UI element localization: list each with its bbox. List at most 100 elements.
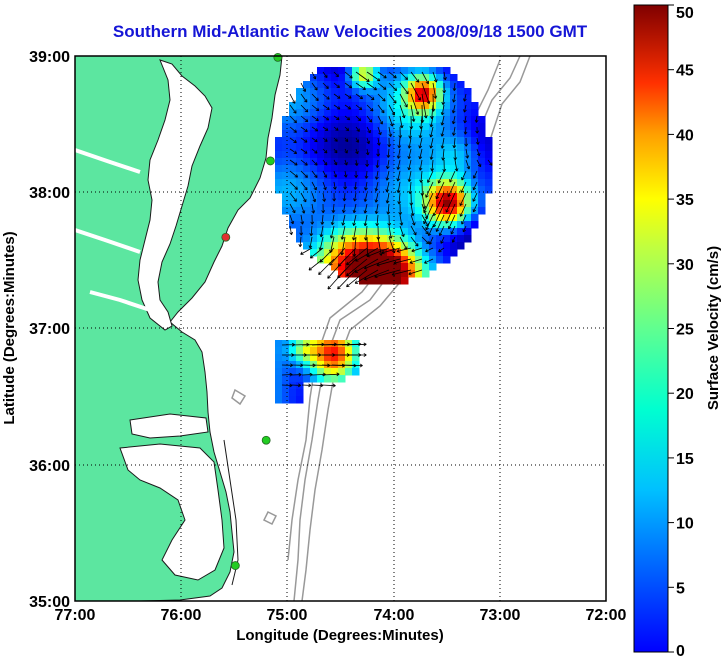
velocity-cell <box>275 186 283 194</box>
velocity-arrow <box>376 258 401 267</box>
velocity-arrow <box>425 214 434 231</box>
velocity-cell <box>359 179 367 187</box>
velocity-arrow <box>424 258 434 264</box>
velocity-cell <box>429 200 437 208</box>
velocity-cell <box>380 130 388 138</box>
velocity-cell <box>415 221 423 229</box>
velocity-cell <box>394 207 402 215</box>
velocity-arrow <box>344 115 351 121</box>
velocity-cell <box>429 172 437 180</box>
velocity-cell <box>443 102 451 110</box>
velocity-cell <box>471 109 479 117</box>
velocity-arrow <box>311 137 318 143</box>
velocity-arrow <box>341 342 367 347</box>
velocity-arrow <box>376 148 381 157</box>
velocity-arrow <box>344 126 350 132</box>
velocity-arrow <box>366 247 390 258</box>
velocity-cell <box>352 242 360 250</box>
velocity-cell <box>338 109 346 117</box>
velocity-cell <box>303 81 311 89</box>
velocity-cell <box>303 207 311 215</box>
velocity-cell <box>394 270 402 278</box>
velocity-cell <box>310 200 318 208</box>
velocity-cell <box>289 102 297 110</box>
velocity-cell <box>373 179 381 187</box>
velocity-cell <box>296 221 304 229</box>
velocity-arrow <box>366 71 381 82</box>
y-tick-label: 36:00 <box>29 458 70 475</box>
colorbar-tick-label: 10 <box>676 516 694 533</box>
velocity-arrow <box>289 148 298 154</box>
velocity-arrow <box>377 104 385 114</box>
velocity-arrow <box>418 137 423 149</box>
velocity-cell <box>380 88 388 96</box>
colorbar-tick-label: 15 <box>676 451 694 468</box>
velocity-cell <box>303 340 311 348</box>
velocity-cell <box>401 263 409 271</box>
velocity-cell <box>485 151 493 159</box>
velocity-cell <box>464 200 472 208</box>
velocity-arrow <box>387 137 392 148</box>
velocity-arrow <box>355 137 359 143</box>
velocity-cell <box>338 130 346 138</box>
velocity-arrow <box>437 170 445 184</box>
velocity-cell <box>443 165 451 173</box>
velocity-cell <box>275 151 283 159</box>
velocity-cell <box>338 165 346 173</box>
velocity-cell <box>471 200 479 208</box>
velocity-arrow <box>364 170 369 179</box>
velocity-cell <box>429 74 437 82</box>
velocity-arrow <box>311 115 319 122</box>
velocity-cell <box>443 186 451 194</box>
velocity-cell <box>331 235 339 243</box>
velocity-cell <box>387 249 395 257</box>
velocity-cell <box>450 165 458 173</box>
velocity-cell <box>429 144 437 152</box>
velocity-cell <box>275 179 283 187</box>
velocity-cell <box>415 74 423 82</box>
velocity-arrow <box>333 170 338 178</box>
velocity-arrow <box>322 93 330 100</box>
velocity-arrow <box>309 225 314 237</box>
velocity-cell <box>310 95 318 103</box>
velocity-cell <box>422 74 430 82</box>
velocity-arrow <box>354 170 359 178</box>
velocity-cell <box>275 158 283 166</box>
velocity-arrow <box>428 236 434 245</box>
velocity-cell <box>457 88 465 96</box>
velocity-cell <box>387 67 395 75</box>
velocity-cell <box>331 123 339 131</box>
velocity-arrow <box>329 225 335 239</box>
velocity-cell <box>275 361 283 369</box>
velocity-cell <box>380 179 388 187</box>
velocity-cell <box>324 214 332 222</box>
velocity-cell <box>401 249 409 257</box>
velocity-cell <box>401 130 409 138</box>
velocity-cell <box>422 81 430 89</box>
velocity-cell <box>429 81 437 89</box>
velocity-cell <box>394 172 402 180</box>
velocity-arrow <box>410 225 417 236</box>
velocity-cell <box>317 361 325 369</box>
velocity-cell <box>289 396 297 404</box>
velocity-cell <box>359 144 367 152</box>
velocity-cell <box>324 172 332 180</box>
velocity-arrow <box>300 126 308 133</box>
colorbar <box>633 4 669 653</box>
velocity-cell <box>324 368 332 376</box>
velocity-arrow <box>399 82 409 95</box>
velocity-cell <box>338 172 346 180</box>
velocity-arrow <box>363 192 368 202</box>
velocity-arrow <box>440 126 445 137</box>
velocity-cell <box>408 123 416 131</box>
velocity-cell <box>373 158 381 166</box>
velocity-cell <box>296 193 304 201</box>
velocity-arrow <box>300 148 308 154</box>
velocity-cell <box>394 137 402 145</box>
velocity-arrow <box>426 170 434 183</box>
velocity-cell <box>394 214 402 222</box>
velocity-cell <box>345 193 353 201</box>
velocity-cell <box>429 109 437 117</box>
velocity-cell <box>310 340 318 348</box>
y-axis-ticks: 39:00 38:00 37:00 36:00 35:00 <box>29 49 70 611</box>
